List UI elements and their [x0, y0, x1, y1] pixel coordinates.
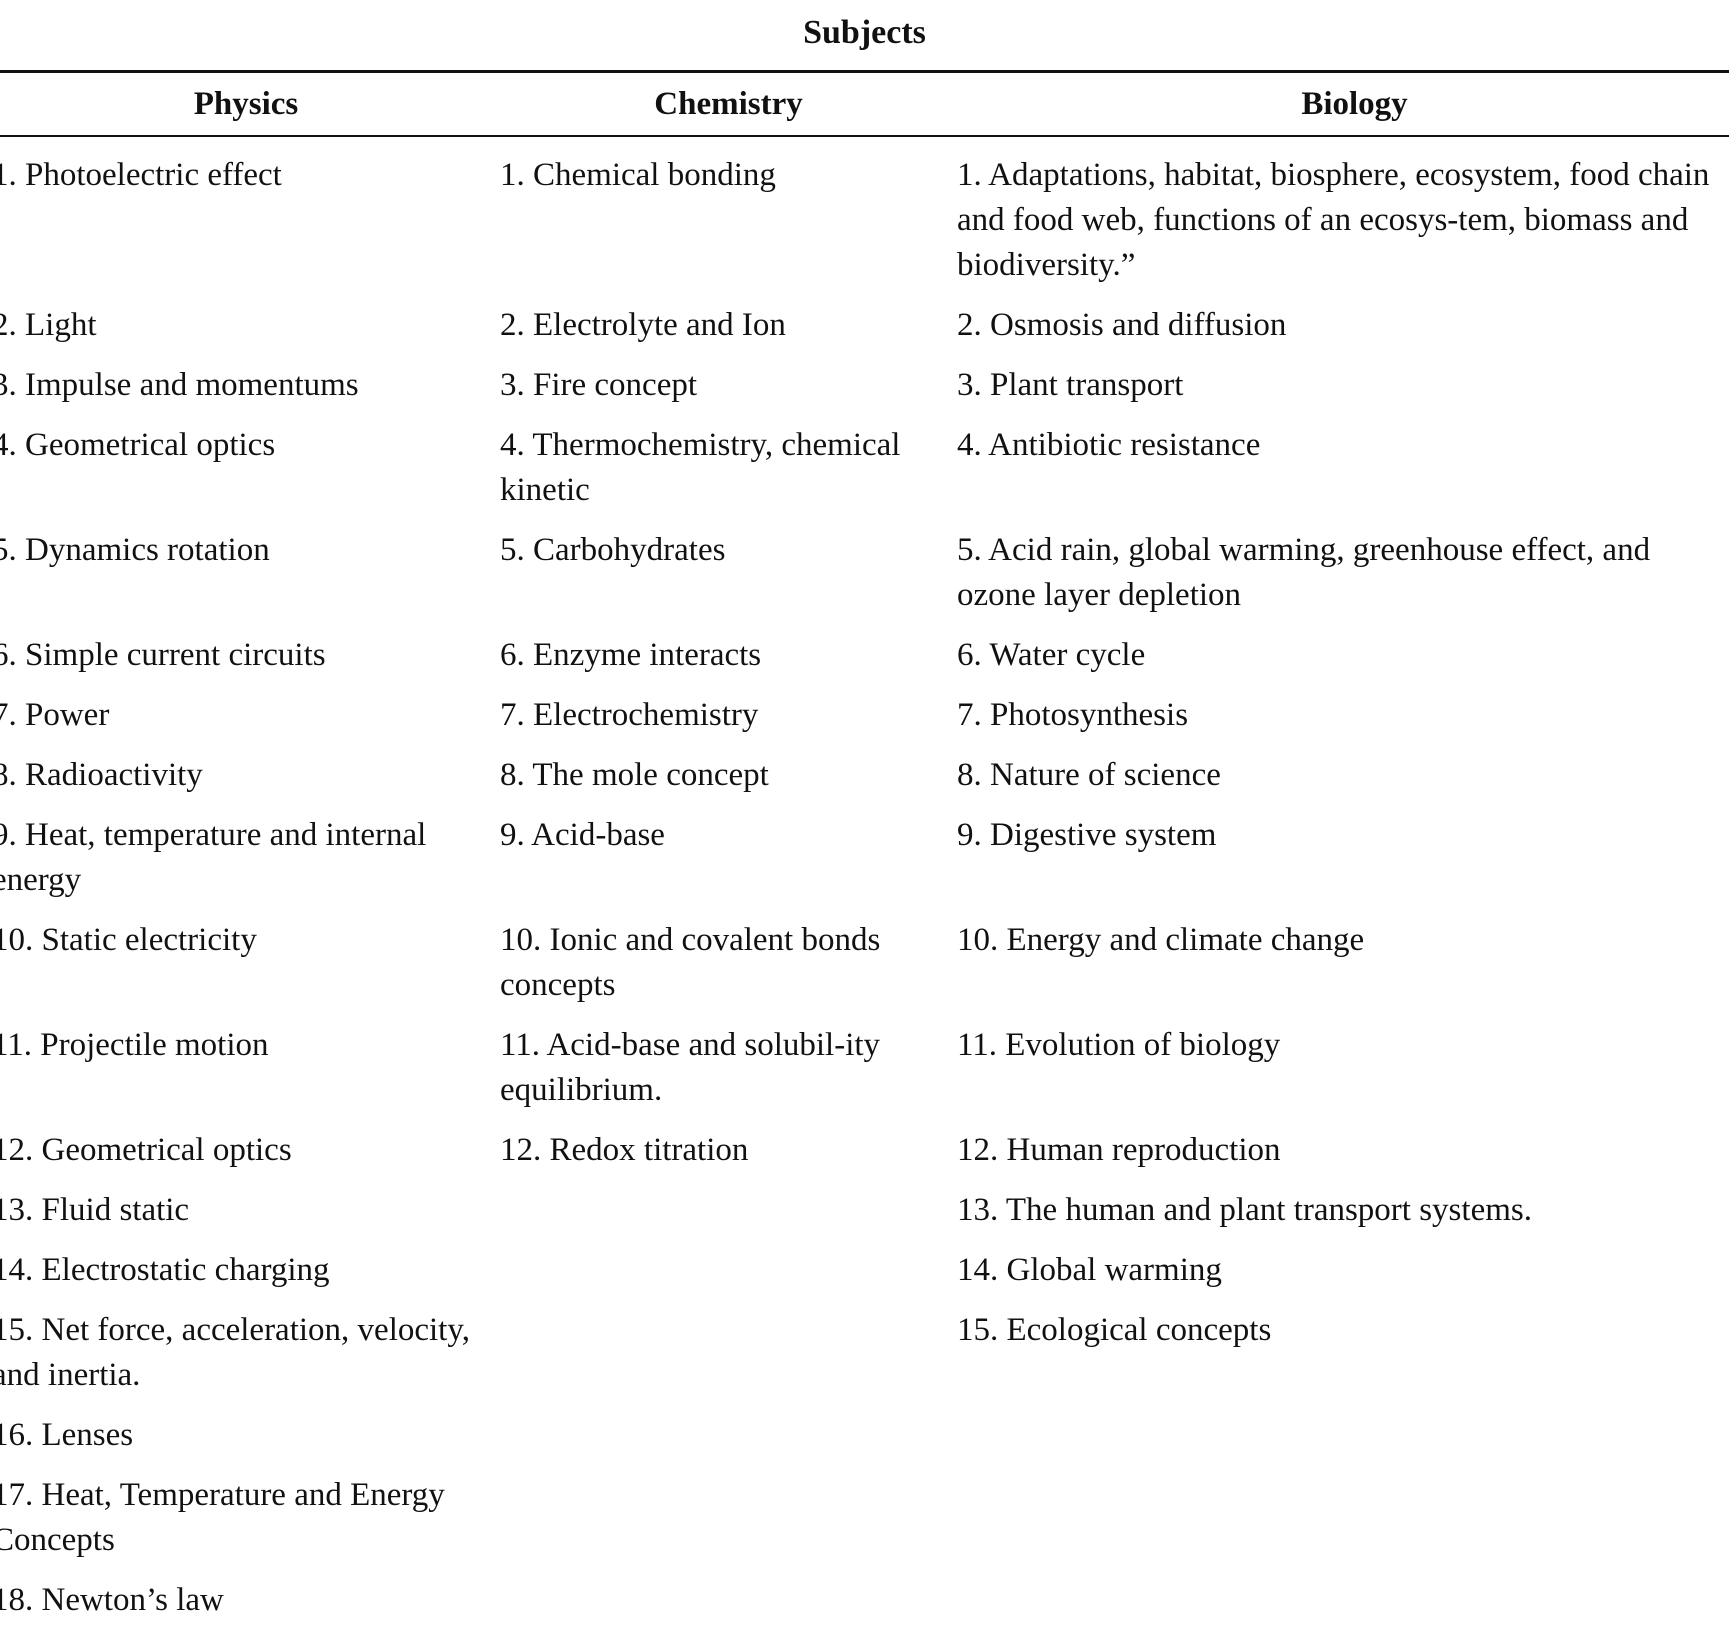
table-cell: 18. Newton’s law	[0, 1582, 224, 1618]
empty-cell	[500, 1188, 957, 1248]
table-cell: 4. Antibiotic resistance	[957, 427, 1261, 463]
table-cell: 2. Osmosis and diffusion	[957, 307, 1287, 343]
rule	[0, 70, 1729, 73]
subjects-table: Physics Chemistry Biology 1. Photoelectric…	[0, 82, 1729, 1638]
table-row: 16. Lenses	[0, 1413, 1729, 1473]
empty-cell	[957, 1413, 1729, 1473]
table-row: 4. Geometrical optics 4. Thermochemistry,…	[0, 423, 1729, 528]
table-cell: 14. Global warming	[957, 1252, 1222, 1288]
table-cell: 8. The mole concept	[500, 757, 769, 793]
table-row: 9. Heat, temperature and internal energy…	[0, 813, 1729, 918]
column-header: Biology	[1301, 86, 1408, 122]
empty-cell	[500, 1413, 957, 1473]
table-cell: 5. Carbohydrates	[500, 532, 726, 568]
table-row: 15. Net force, acceleration, velocity, a…	[0, 1308, 1729, 1413]
table-row: 1. Photoelectric effect 1. Chemical bondi…	[0, 141, 1729, 303]
table-row: 10. Static electricity 10. Ionic and cova…	[0, 918, 1729, 1023]
table-cell: 4. Geometrical optics	[0, 427, 276, 463]
table-row: 6. Simple current circuits 6. Enzyme inte…	[0, 633, 1729, 693]
table-cell: 3. Impulse and momentums	[0, 367, 359, 403]
table-cell: 6. Enzyme interacts	[500, 637, 762, 673]
table-cell: 10. Energy and climate change	[957, 922, 1365, 958]
table-cell: 16. Lenses	[0, 1417, 134, 1453]
column-header: Chemistry	[654, 86, 803, 122]
table-row: 2. Light 2. Electrolyte and Ion 2. Osmosis…	[0, 303, 1729, 363]
table-cell: 11. Evolution of biology	[957, 1027, 1281, 1063]
table-cell: 1. Photoelectric effect	[0, 157, 282, 193]
table-title: Subjects	[803, 14, 926, 51]
table-row: 18. Newton’s law	[0, 1578, 1729, 1638]
table-row: 17. Heat, Temperature and Energy Concept…	[0, 1473, 1729, 1578]
table-cell: 9. Heat, temperature and internal energy	[0, 817, 427, 898]
table-cell: 8. Nature of science	[957, 757, 1221, 793]
table-cell: 13. The human and plant transport system…	[957, 1192, 1532, 1228]
table-cell: 13. Fluid static	[0, 1192, 190, 1228]
table-cell: 1. Adaptations, habitat, biosphere, ecos…	[957, 157, 1710, 283]
table-cell: 6. Water cycle	[957, 637, 1146, 673]
table-cell: 14. Electrostatic charging	[0, 1252, 330, 1288]
table-cell: 7. Photosynthesis	[957, 697, 1189, 733]
empty-cell	[957, 1473, 1729, 1578]
table-cell: 10. Ionic and covalent bonds concepts	[500, 922, 881, 1003]
table-row: 8. Radioactivity 8. The mole concept 8. Na…	[0, 753, 1729, 813]
table-cell: 10. Static electricity	[0, 922, 257, 958]
table-cell: 6. Simple current circuits	[0, 637, 326, 673]
table-cell: 7. Electrochemistry	[500, 697, 759, 733]
column-header: Physics	[193, 86, 299, 122]
table-cell: 5. Dynamics rotation	[0, 532, 270, 568]
table-cell: 17. Heat, Temperature and Energy Concept…	[0, 1477, 445, 1558]
table-cell: 9. Digestive system	[957, 817, 1217, 853]
table-cell: 8. Radioactivity	[0, 757, 203, 793]
empty-cell	[500, 1578, 957, 1638]
table-row: 12. Geometrical optics 12. Redox titratio…	[0, 1128, 1729, 1188]
table-cell: 11. Acid-base and solubil-ity equilibriu…	[500, 1027, 881, 1108]
table-cell: 3. Plant transport	[957, 367, 1184, 403]
table-cell: 2. Light	[0, 307, 97, 343]
table-row: 11. Projectile motion 11. Acid-base and s…	[0, 1023, 1729, 1128]
table-body: 1. Photoelectric effect 1. Chemical bondi…	[0, 141, 1729, 1638]
table-cell: 3. Fire concept	[500, 367, 698, 403]
table-row: 3. Impulse and momentums 3. Fire concept 3…	[0, 363, 1729, 423]
rule	[0, 135, 1729, 137]
table-cell: 7. Power	[0, 697, 110, 733]
table-cell: 11. Projectile motion	[0, 1027, 269, 1063]
table-cell: 9. Acid-base	[500, 817, 665, 853]
empty-cell	[500, 1248, 957, 1308]
table-cell: 1. Chemical bonding	[500, 157, 776, 193]
table-cell: 15. Net force, acceleration, velocity, a…	[0, 1312, 470, 1393]
table-cell: 5. Acid rain, global warming, greenhouse…	[957, 532, 1651, 613]
table-row: 7. Power 7. Electrochemistry 7. Photosynth…	[0, 693, 1729, 753]
empty-cell	[500, 1308, 957, 1413]
table-cell: 12. Human reproduction	[957, 1132, 1281, 1168]
table-cell: 12. Redox titration	[500, 1132, 749, 1168]
table-cell: 12. Geometrical optics	[0, 1132, 292, 1168]
table-cell: 15. Ecological concepts	[957, 1312, 1272, 1348]
empty-cell	[957, 1578, 1729, 1638]
header-row: Physics Chemistry Biology	[0, 82, 1729, 141]
table-row: 14. Electrostatic charging 14. Global war…	[0, 1248, 1729, 1308]
table-cell: 2. Electrolyte and Ion	[500, 307, 786, 343]
table-row: 13. Fluid static 13. The human and plant …	[0, 1188, 1729, 1248]
empty-cell	[500, 1473, 957, 1578]
table-row: 5. Dynamics rotation 5. Carbohydrates 5. A…	[0, 528, 1729, 633]
table-cell: 4. Thermochemistry, chemical kinetic	[500, 427, 901, 508]
